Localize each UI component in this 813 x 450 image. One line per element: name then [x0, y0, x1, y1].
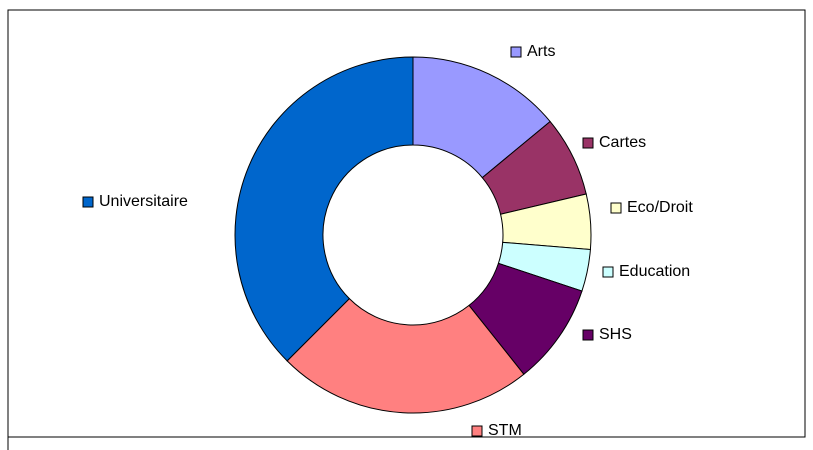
donut-slice	[286, 297, 525, 414]
legend-swatch	[582, 329, 594, 341]
legend-label: Education	[619, 263, 690, 280]
legend-swatch	[602, 266, 614, 278]
legend-label: Cartes	[599, 134, 646, 151]
legend-label: STM	[488, 422, 522, 439]
legend-label: Arts	[527, 43, 555, 60]
legend-label: SHS	[599, 326, 632, 343]
legend-swatch	[82, 196, 94, 208]
legend-swatch	[582, 137, 594, 149]
legend-swatch	[471, 425, 483, 437]
legend-swatch	[610, 202, 622, 214]
legend-label: Universitaire	[99, 193, 188, 210]
legend-swatch	[510, 46, 522, 58]
legend-label: Eco/Droit	[627, 199, 693, 216]
donut-slice	[234, 56, 414, 362]
